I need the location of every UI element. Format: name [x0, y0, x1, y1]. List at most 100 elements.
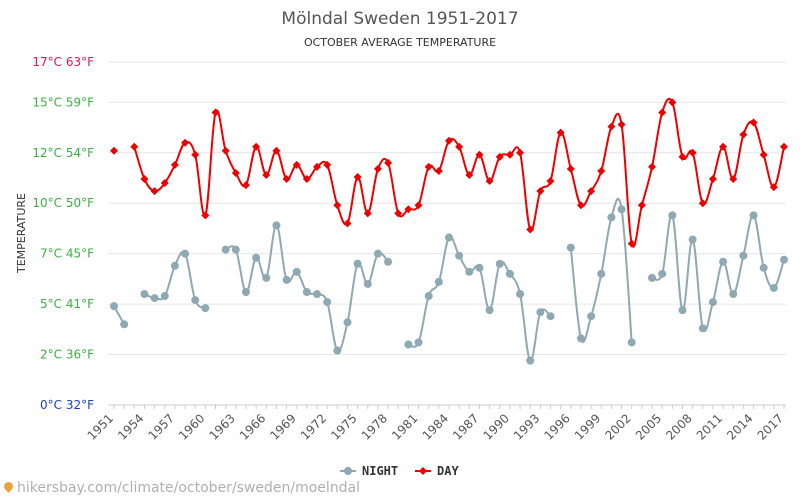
y-tick-label: 17°C 63°F — [32, 55, 94, 69]
data-point-day — [282, 175, 291, 184]
data-point-day — [302, 175, 311, 184]
data-point-day — [769, 183, 778, 192]
x-tick-label: 1981 — [389, 411, 420, 442]
data-point-day — [150, 187, 159, 196]
y-tick-label: 15°C 59°F — [32, 95, 94, 109]
data-point-day — [607, 122, 616, 131]
data-point-day — [576, 201, 585, 210]
data-point-day — [536, 187, 545, 196]
x-tick-label: 1987 — [450, 411, 481, 442]
data-point-night — [475, 263, 484, 272]
data-point-night — [566, 243, 575, 252]
data-point-day — [313, 162, 322, 171]
data-point-night — [749, 211, 758, 220]
data-point-night — [353, 259, 362, 268]
data-point-day — [627, 239, 636, 248]
x-tick-label: 1960 — [176, 411, 207, 442]
data-point-night — [404, 340, 413, 349]
x-tick-label: 1978 — [359, 411, 390, 442]
data-point-day — [495, 152, 504, 161]
data-point-night — [424, 292, 433, 301]
data-point-day — [465, 170, 474, 179]
data-point-day — [333, 201, 342, 210]
data-point-day — [526, 225, 535, 234]
data-point-night — [313, 290, 322, 299]
x-tick-label: 2002 — [602, 411, 633, 442]
data-point-day — [170, 160, 179, 169]
x-tick-label: 1984 — [420, 411, 451, 442]
series-layer — [110, 97, 788, 365]
legend-label-day: DAY — [437, 464, 459, 478]
data-point-night — [140, 290, 149, 299]
data-point-night — [343, 318, 352, 327]
data-point-day — [708, 175, 717, 184]
data-point-day — [658, 108, 667, 117]
y-tick-label: 10°C 50°F — [32, 196, 94, 210]
data-point-day — [749, 118, 758, 127]
x-tick-label: 1966 — [237, 411, 268, 442]
data-point-day — [252, 142, 261, 151]
data-point-day — [110, 146, 118, 155]
x-tick-label: 1993 — [511, 411, 542, 442]
data-point-day — [140, 175, 149, 184]
data-point-night — [384, 257, 393, 266]
data-point-night — [698, 324, 707, 333]
y-tick-labels: 0°C 32°F 2°C 36°F 5°C 41°F 7°C 45°F 10°C 50°… — [32, 55, 94, 412]
data-point-night — [282, 275, 291, 284]
data-point-day — [191, 150, 200, 159]
data-point-night — [323, 298, 332, 307]
data-point-day — [404, 205, 413, 214]
data-point-day — [414, 201, 423, 210]
data-point-day — [211, 108, 220, 117]
data-point-night — [485, 306, 494, 315]
data-point-day — [201, 211, 210, 220]
data-point-day — [556, 128, 565, 137]
data-point-night — [516, 290, 525, 299]
data-point-night — [505, 269, 514, 278]
data-point-day — [241, 181, 250, 190]
data-point-day — [719, 142, 728, 151]
data-point-day — [363, 209, 372, 218]
data-point-night — [607, 213, 616, 222]
x-tick-label: 1975 — [328, 411, 359, 442]
series-line-day — [133, 97, 785, 248]
data-point-night — [688, 235, 697, 244]
data-point-night — [241, 288, 250, 297]
data-point-day — [181, 138, 190, 147]
y-tick-label: 5°C 41°F — [40, 297, 94, 311]
data-point-night — [262, 273, 271, 282]
x-tick-label: 1957 — [146, 411, 177, 442]
series-day — [110, 97, 788, 248]
data-point-day — [262, 170, 271, 179]
data-point-day — [698, 199, 707, 208]
data-point-night — [373, 249, 382, 258]
series-night — [110, 197, 788, 365]
chart-subtitle: OCTOBER AVERAGE TEMPERATURE — [304, 36, 496, 49]
data-point-night — [729, 290, 738, 299]
data-point-day — [505, 150, 514, 159]
data-point-night — [576, 334, 585, 343]
data-point-night — [617, 205, 626, 214]
data-point-night — [231, 245, 240, 254]
x-tick-label: 1954 — [115, 411, 146, 442]
data-point-night — [110, 302, 118, 311]
legend[interactable]: NIGHT DAY — [340, 464, 459, 478]
x-tick-label: 1990 — [481, 411, 512, 442]
y-tick-label: 7°C 45°F — [40, 247, 94, 261]
x-tick-label: 1999 — [572, 411, 603, 442]
data-point-night — [201, 304, 210, 313]
data-point-day — [587, 187, 596, 196]
data-point-day — [688, 148, 697, 157]
x-tick-label: 2011 — [694, 411, 725, 442]
data-point-night — [272, 221, 281, 230]
data-point-day — [130, 142, 139, 151]
y-tick-label: 12°C 54°F — [32, 146, 94, 160]
source-text: hikersbay.com/climate/october/sweden/moe… — [17, 480, 361, 496]
chart-title: Mölndal Sweden 1951-2017 — [281, 9, 518, 29]
source-link[interactable]: hikersbay.com/climate/october/sweden/moe… — [2, 480, 361, 496]
data-point-night — [170, 261, 179, 270]
data-point-day — [637, 201, 646, 210]
data-point-day — [546, 177, 555, 186]
data-point-night — [719, 257, 728, 266]
